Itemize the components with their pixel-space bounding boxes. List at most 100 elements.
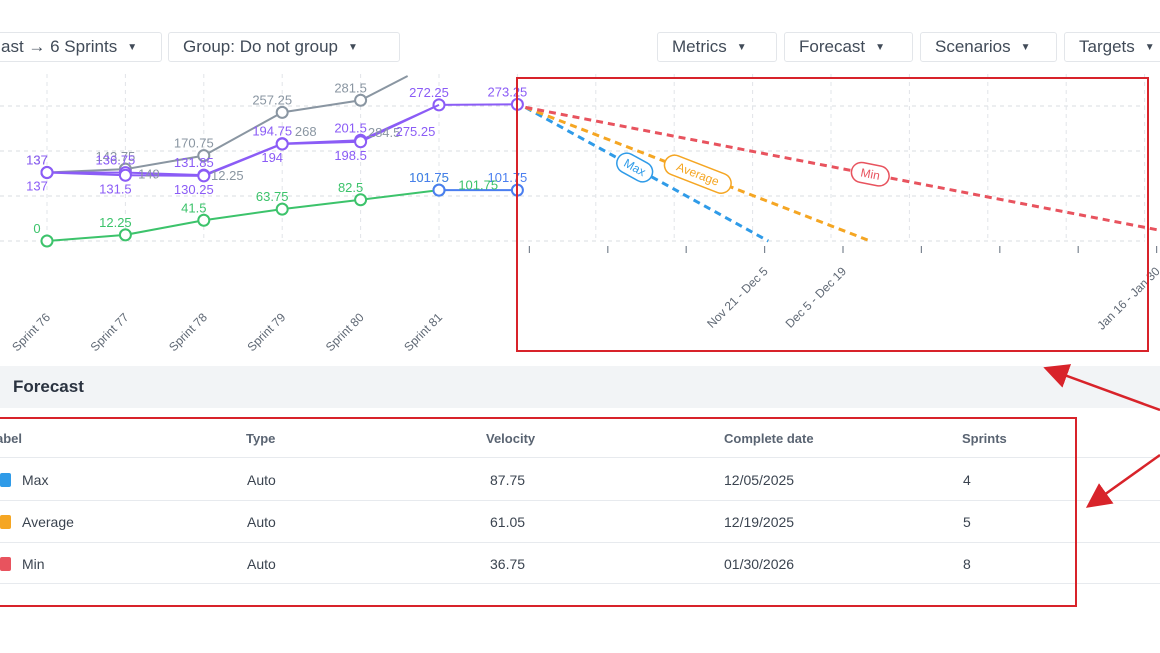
row-sprints: 8: [963, 556, 971, 572]
col-header-velocity[interactable]: Velocity: [486, 431, 536, 446]
arrow-to-table: [1085, 453, 1160, 508]
average-color-swatch: [0, 515, 11, 529]
series-line: [46, 103, 440, 177]
data-label: 82.5: [338, 180, 363, 195]
row-type: Auto: [247, 556, 276, 572]
metrics-dropdown[interactable]: Metrics ▼: [657, 32, 777, 62]
data-label: 284.5: [368, 125, 401, 140]
data-point: [197, 213, 211, 227]
row-label: Min: [22, 556, 45, 572]
data-point: [40, 166, 54, 179]
forecast-line-label: Min: [850, 161, 890, 187]
scenarios-dropdown[interactable]: Scenarios ▼: [920, 32, 1057, 62]
row-type: Auto: [247, 472, 276, 488]
row-velocity: 87.75: [490, 472, 526, 488]
data-label: 63.75: [256, 189, 289, 204]
chart-point-labels: 137 143.75 170.75 257.25 281.5 137 136.75 131.8…: [26, 80, 527, 236]
data-label: 101.75: [458, 178, 498, 193]
data-label: 137: [26, 153, 48, 168]
data-label: 12.25: [211, 168, 244, 183]
data-label: 143.75: [96, 149, 136, 164]
row-complete-date: 01/30/2026: [724, 556, 795, 572]
scenarios-label: Scenarios: [935, 37, 1011, 56]
forecast-section-title: Forecast: [13, 377, 84, 396]
data-point: [354, 193, 368, 207]
data-point: [354, 93, 368, 107]
arrow-to-chart: [1043, 364, 1160, 412]
sprint-velocity-chart: 137 143.75 170.75 257.25 281.5 137 136.75 131.8…: [0, 74, 1160, 354]
data-point: [118, 168, 132, 182]
data-point: [118, 228, 132, 242]
data-label: 268: [295, 124, 317, 139]
col-header-label[interactable]: abel: [0, 431, 23, 446]
chevron-down-icon: ▼: [1144, 42, 1155, 53]
chevron-down-icon: ▼: [875, 42, 886, 53]
row-sprints: 5: [963, 514, 971, 530]
data-label: 136.75: [96, 153, 136, 168]
label-pill: [616, 152, 654, 183]
col-header-type[interactable]: Type: [246, 431, 276, 446]
data-point: [354, 135, 368, 149]
metrics-label: Metrics: [672, 37, 727, 56]
col-header-sprints[interactable]: Sprints: [962, 431, 1007, 446]
group-by-dropdown[interactable]: Group: Do not group ▼: [168, 32, 400, 62]
data-label: 170.75: [174, 136, 214, 151]
row-label: Average: [22, 514, 74, 530]
data-label: 272.25: [409, 85, 449, 100]
row-divider: [0, 542, 1160, 543]
forecast-chart-highlight: [516, 77, 1149, 352]
row-divider: [0, 583, 1160, 584]
row-complete-date: 12/19/2025: [724, 514, 795, 530]
row-divider: [0, 500, 1160, 501]
series-line: [46, 75, 409, 174]
table-row[interactable]: Average Auto 61.05 12/19/2025 5: [0, 501, 1080, 543]
data-label: 137: [26, 153, 48, 168]
data-point: [275, 105, 289, 119]
data-point: [275, 202, 289, 216]
min-color-swatch: [0, 557, 11, 571]
chart-series: [40, 75, 524, 248]
data-label: 101.75: [409, 170, 449, 185]
view-range-dropdown[interactable]: ast → 6 Sprints ▼: [0, 32, 162, 62]
data-label: 101.75: [409, 170, 449, 185]
data-point: [197, 169, 211, 183]
data-label: 201.5: [334, 120, 367, 135]
data-point: [197, 149, 211, 163]
forecast-dropdown[interactable]: Forecast ▼: [784, 32, 913, 62]
max-color-swatch: [0, 473, 11, 487]
forecast-lines: Max Average Min: [524, 105, 1160, 243]
label-pill: [663, 154, 732, 194]
data-label: 131.85: [174, 155, 214, 170]
row-complete-date: 12/05/2025: [724, 472, 795, 488]
forecast-label: Forecast: [799, 37, 866, 56]
data-point: [40, 234, 54, 248]
table-row[interactable]: Min Auto 36.75 01/30/2026 8: [0, 543, 1080, 585]
label-pill: [850, 161, 890, 187]
row-velocity: 61.05: [490, 514, 526, 530]
targets-dropdown[interactable]: Targets ▼: [1064, 32, 1160, 62]
data-point: [432, 183, 446, 197]
row-sprints: 4: [963, 472, 971, 488]
data-label: 257.25: [252, 92, 292, 107]
data-label: 137: [26, 179, 48, 194]
data-label: 130.25: [174, 182, 214, 197]
data-label: 12.25: [99, 215, 132, 230]
chevron-down-icon: ▼: [1020, 42, 1031, 53]
table-row[interactable]: Max Auto 87.75 12/05/2025 4: [0, 459, 1080, 501]
data-label: 41.5: [181, 200, 206, 215]
forecast-section-header: [0, 366, 1160, 408]
chevron-down-icon: ▼: [127, 42, 138, 53]
col-header-complete-date[interactable]: Complete date: [724, 431, 814, 446]
forecast-line-label: Max: [616, 152, 654, 183]
data-label: 149: [138, 167, 160, 182]
series-line: [46, 189, 440, 242]
view-range-label: ast → 6 Sprints: [1, 37, 118, 56]
row-type: Auto: [247, 514, 276, 530]
data-point: [275, 137, 289, 151]
row-velocity: 36.75: [490, 556, 526, 572]
data-label: 0: [33, 221, 40, 236]
forecast-name: Min: [859, 165, 881, 182]
row-label: Max: [22, 472, 49, 488]
chevron-down-icon: ▼: [736, 42, 747, 53]
